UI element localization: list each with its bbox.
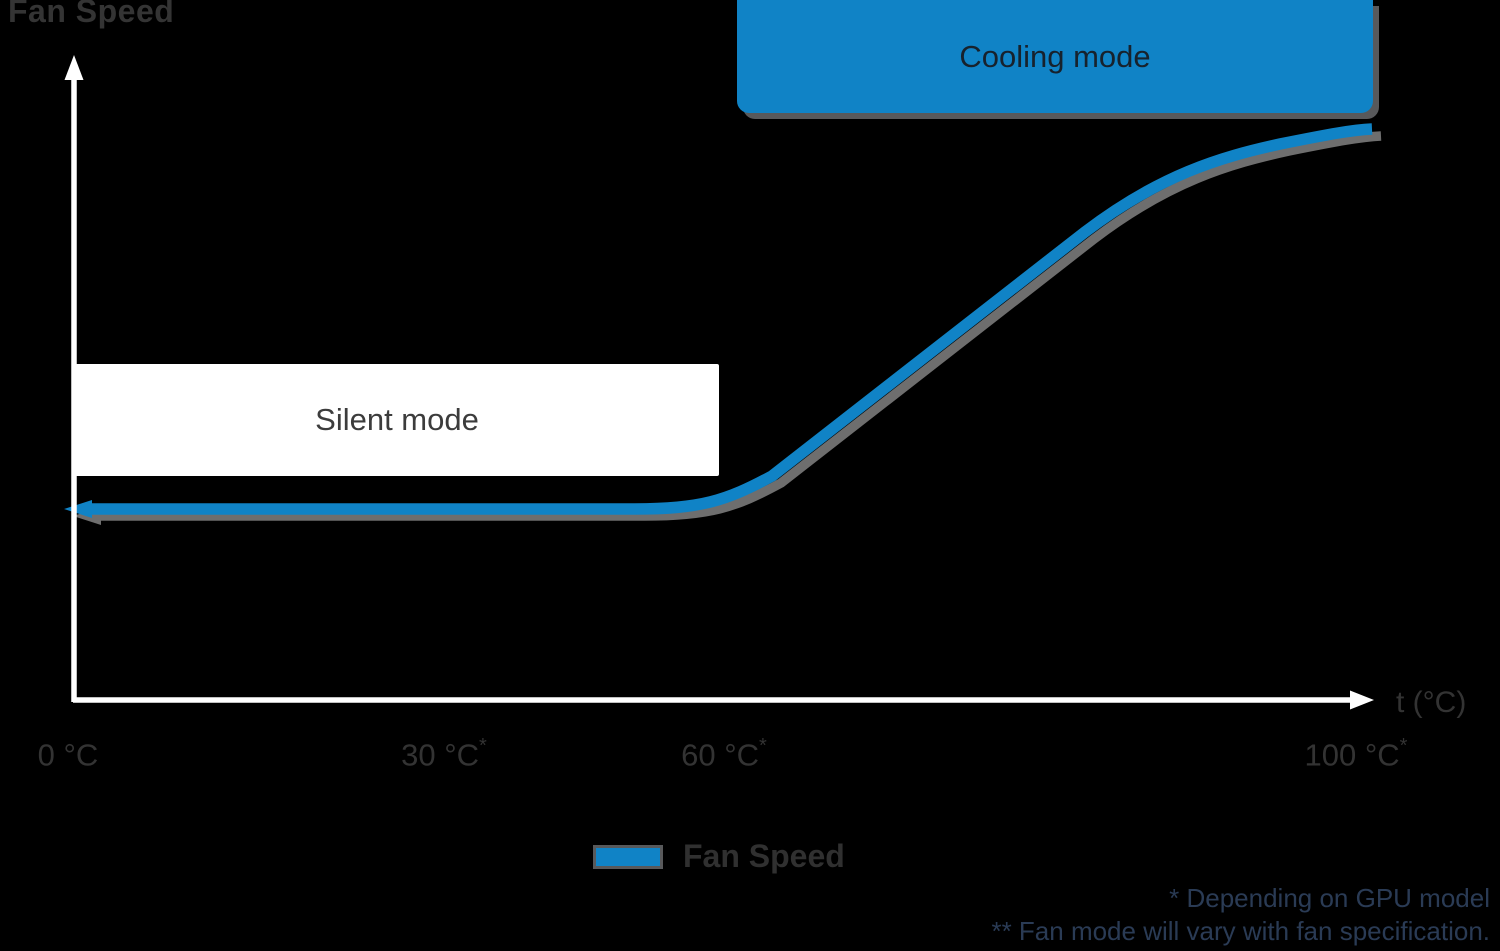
silent-mode-label: Silent mode: [315, 402, 479, 437]
curve-left-arrowhead: [64, 500, 92, 518]
x-axis-end-label: t (°C): [1396, 686, 1467, 719]
legend-line-swatch: [593, 844, 663, 869]
x-tick-100c: 100 °C*: [1304, 735, 1408, 773]
x-tick-0c: 0 °C: [38, 737, 99, 773]
footnote-line-1: * Depending on GPU model: [1169, 883, 1490, 913]
y-axis-title: Fan Speed: [8, 0, 175, 29]
fan-speed-curve: [86, 123, 1373, 515]
x-axis-arrowhead: [1350, 690, 1374, 710]
cooling-mode-label: Cooling mode: [959, 38, 1151, 74]
legend: Fan Speed: [593, 838, 845, 875]
x-tick-30c: 30 °C*: [401, 735, 487, 773]
x-tick-100c-sup: *: [1399, 735, 1408, 757]
cooling-mode-box: Cooling mode: [737, 0, 1373, 113]
x-tick-100c-text: 100 °C: [1304, 737, 1400, 773]
x-tick-0c-text: 0 °C: [37, 737, 99, 773]
x-tick-30c-text: 30 °C: [401, 737, 480, 773]
x-tick-60c-sup: *: [759, 735, 767, 757]
silent-mode-box: Silent mode: [75, 364, 719, 476]
legend-label: Fan Speed: [683, 838, 845, 874]
x-tick-60c: 60 °C*: [681, 735, 767, 773]
x-tick-30c-sup: *: [479, 735, 487, 757]
x-tick-60c-text: 60 °C: [681, 737, 760, 773]
footnote-line-2: ** Fan mode will vary with fan specifica…: [991, 916, 1490, 946]
footnotes: * Depending on GPU model ** Fan mode wil…: [991, 882, 1490, 948]
curve-shadow-path: [95, 131, 1382, 521]
y-axis-arrowhead: [64, 55, 84, 80]
